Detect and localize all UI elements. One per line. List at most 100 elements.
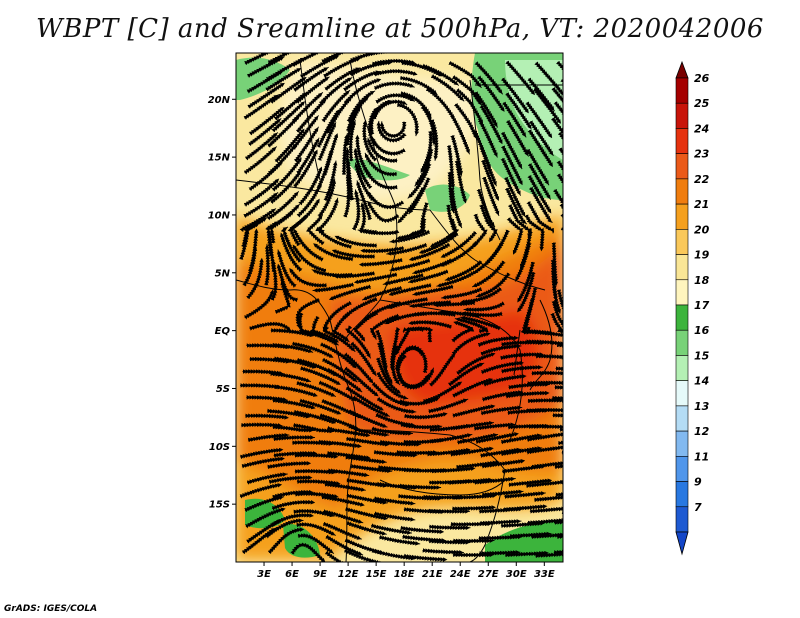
colorbar-label: 14	[694, 375, 709, 388]
streamline	[556, 289, 563, 329]
latitude-axis: 20N 15N 10N 5N EQ 5S 10S 15S	[208, 95, 236, 511]
rift-border	[513, 329, 521, 376]
streamline	[452, 378, 494, 398]
lon-tick-label: 12E	[338, 569, 359, 580]
streamline	[452, 538, 495, 544]
streamline	[274, 279, 291, 315]
border-1	[349, 59, 396, 206]
plot-area	[236, 53, 563, 562]
border-5	[469, 79, 501, 241]
streamline	[554, 385, 563, 392]
streamline	[290, 542, 326, 562]
streamline	[561, 508, 563, 516]
streamline	[343, 548, 384, 562]
streamline	[273, 435, 316, 442]
coastline-west	[236, 279, 357, 562]
streamline	[524, 214, 545, 252]
colorbar-segment	[675, 128, 689, 154]
colorbar-label: 17	[694, 299, 710, 312]
lon-tick-label: 3E	[257, 569, 271, 580]
streamline	[428, 524, 471, 531]
streamline	[481, 459, 526, 469]
colorbar-segment	[675, 355, 689, 381]
streamline	[270, 259, 279, 301]
colorbar-label: 11	[694, 450, 709, 463]
streamline	[408, 320, 452, 330]
streamline	[554, 517, 563, 525]
lon-tick-label: 9E	[313, 569, 327, 580]
colorbar-label: 19	[694, 249, 710, 262]
lon-tick-label: 30E	[506, 569, 527, 580]
colorbar-segment	[675, 77, 689, 104]
lat-tick-label: 20N	[208, 95, 231, 106]
streamline	[561, 446, 563, 456]
streamline	[239, 483, 283, 499]
streamline	[400, 525, 445, 534]
colorbar-top-triangle	[675, 60, 689, 79]
streamline	[428, 352, 457, 387]
lat-tick-label: 5S	[216, 384, 230, 395]
lat-tick-label: 5N	[215, 268, 231, 279]
streamline	[460, 315, 501, 331]
footer-credit: GrADS: IGES/COLA	[4, 604, 98, 614]
streamline	[422, 548, 464, 555]
streamline	[526, 445, 563, 455]
lon-tick-label: 6E	[285, 569, 299, 580]
colorbar-label: 16	[694, 324, 710, 337]
lon-tick-label: 15E	[366, 569, 387, 580]
streamline	[249, 321, 292, 331]
streamline	[374, 496, 416, 506]
colorbar-segment	[675, 329, 689, 356]
streamline	[553, 101, 563, 135]
streamline	[268, 475, 313, 485]
colorbar-label: 9	[694, 476, 702, 489]
streamline	[559, 203, 563, 231]
streamline	[552, 413, 563, 420]
streamline	[558, 436, 563, 446]
streamline	[379, 535, 421, 546]
streamline	[267, 461, 312, 470]
lon-tick-label: 33E	[534, 569, 555, 580]
colorbar-segment	[675, 405, 689, 432]
streamline	[331, 249, 375, 259]
colorbar-segment	[675, 380, 689, 407]
streamline	[351, 189, 361, 231]
streamline	[271, 499, 316, 511]
streamline	[526, 479, 563, 489]
streamline	[460, 311, 503, 318]
lat-tick-label: 15N	[208, 153, 231, 164]
streamline	[505, 390, 550, 399]
streamline	[241, 456, 285, 469]
streamline	[404, 344, 429, 374]
streamline	[324, 482, 366, 492]
border-8	[469, 469, 506, 562]
streamline	[480, 360, 524, 375]
streamline	[403, 553, 448, 562]
streamline	[451, 332, 491, 356]
colorbar-label: 18	[694, 274, 710, 287]
streamline	[240, 383, 282, 390]
border-7	[354, 429, 506, 471]
streamline	[263, 243, 271, 286]
lon-tick-label: 21E	[422, 569, 443, 580]
streamline	[267, 527, 305, 555]
lake-border	[529, 299, 553, 391]
lat-tick-label: 10N	[208, 210, 231, 221]
streamline	[556, 60, 563, 95]
streamline	[531, 460, 563, 470]
streamline	[550, 117, 563, 152]
streamline	[526, 407, 563, 413]
colorbar-segment	[675, 279, 689, 306]
colorbar-segment	[675, 304, 689, 331]
streamline	[527, 431, 563, 443]
lon-tick-label: 27E	[478, 569, 499, 580]
streamline	[560, 78, 563, 112]
border-9	[379, 479, 506, 496]
lat-tick-label: 10S	[209, 442, 230, 453]
streamline	[535, 353, 563, 361]
colorbar-label: 12	[694, 425, 710, 438]
streamline	[324, 550, 363, 562]
colorbar-label: 23	[694, 148, 710, 161]
streamline	[556, 173, 563, 211]
